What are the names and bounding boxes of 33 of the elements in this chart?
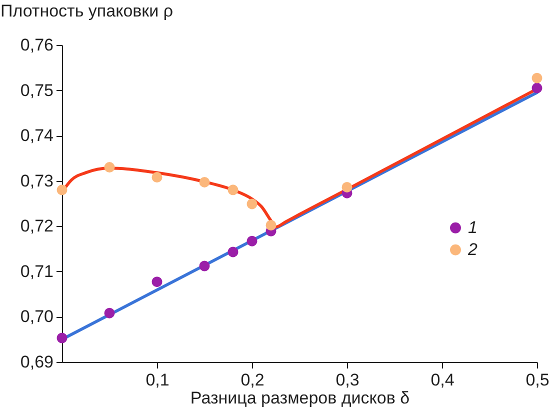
point [56,332,68,344]
point [228,184,238,196]
x-tick-label: 0,3 [336,370,360,390]
x-tick-label: 0,5 [526,370,550,390]
point [199,176,210,188]
y-tick-label: 0,76 [20,36,54,54]
legend-label: 2 [467,240,478,259]
legend-label: 1 [468,218,478,237]
point [152,172,162,182]
y-tick-label: 0,74 [20,126,54,146]
point [246,236,258,246]
point [532,72,542,84]
y-tick-label: 0,72 [20,216,54,236]
point [104,162,115,173]
point [56,184,68,196]
x-tick-label: 0,4 [430,370,454,390]
y-tick-label: 0,69 [20,352,54,372]
y-tick-label: 0,75 [20,80,54,100]
point [246,198,258,210]
y-axis-title: Плотность упаковки ρ [0,2,174,20]
x-tick-label: 0,1 [146,370,170,390]
point [266,220,276,230]
point [104,308,115,318]
y-tick-label: 0,70 [20,307,54,326]
y-tick-label: 0,73 [20,171,54,190]
point [532,82,542,94]
point [199,260,210,272]
x-tick-label: 0,2 [240,370,264,390]
point [152,276,162,288]
point [228,246,238,258]
y-tick-label: 0,71 [20,262,54,281]
point [342,182,352,192]
x-axis-title: Разница размеров дисков δ [190,388,410,408]
